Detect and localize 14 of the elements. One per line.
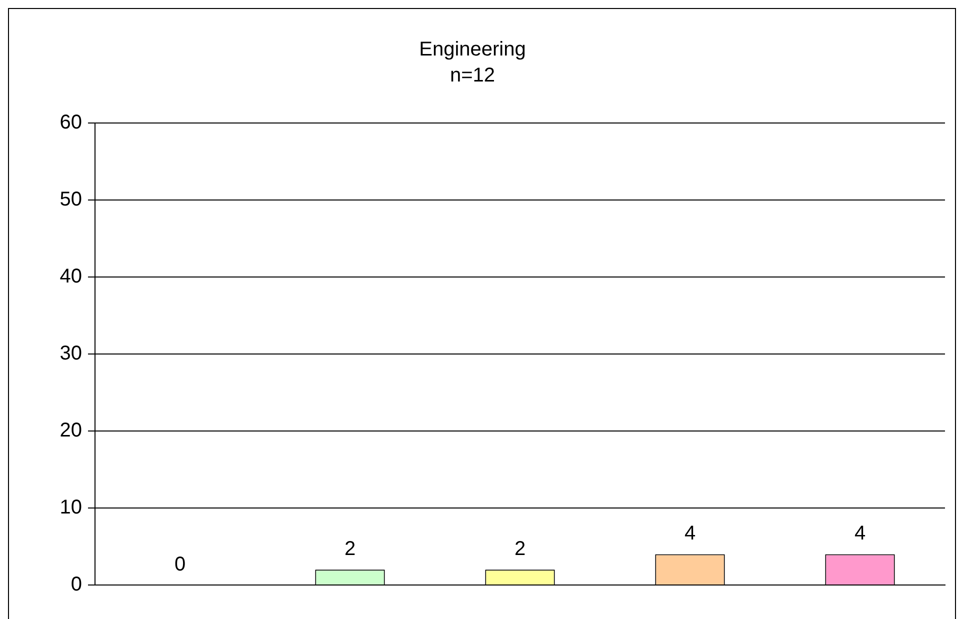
y-tick-label: 10 [60, 496, 82, 519]
y-tick-label: 0 [70, 574, 82, 596]
data-label: 2 [344, 538, 356, 560]
data-label: 4 [854, 522, 866, 545]
data-label: 2 [514, 538, 526, 560]
y-tick-label: 60 [60, 112, 82, 134]
data-label: 0 [174, 554, 186, 576]
y-tick-label: 50 [60, 188, 82, 211]
y-tick-label: 40 [60, 266, 82, 288]
y-tick-label: 30 [60, 342, 82, 365]
data-label: 4 [684, 522, 696, 545]
chart-subtitle: n=12 [450, 64, 496, 87]
chart-title: Engineering [419, 38, 526, 61]
y-tick-label: 20 [60, 420, 82, 442]
